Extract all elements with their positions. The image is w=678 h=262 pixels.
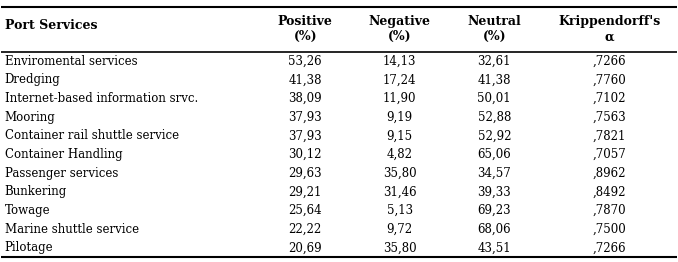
Text: ,7102: ,7102 xyxy=(593,92,626,105)
Text: 35,80: 35,80 xyxy=(383,241,416,254)
Text: ,7266: ,7266 xyxy=(593,241,626,254)
Text: 5,13: 5,13 xyxy=(386,204,413,217)
Text: ,7266: ,7266 xyxy=(593,55,626,68)
Text: 29,21: 29,21 xyxy=(289,185,322,198)
Text: 41,38: 41,38 xyxy=(477,73,511,86)
Text: 9,19: 9,19 xyxy=(386,111,413,124)
Text: Passenger services: Passenger services xyxy=(5,167,118,180)
Text: 20,69: 20,69 xyxy=(288,241,322,254)
Text: ,7500: ,7500 xyxy=(592,223,626,236)
Text: Enviromental services: Enviromental services xyxy=(5,55,138,68)
Text: 39,33: 39,33 xyxy=(477,185,511,198)
Text: Mooring: Mooring xyxy=(5,111,56,124)
Text: 43,51: 43,51 xyxy=(477,241,511,254)
Text: 22,22: 22,22 xyxy=(289,223,322,236)
Text: Internet-based information srvc.: Internet-based information srvc. xyxy=(5,92,198,105)
Text: ,7870: ,7870 xyxy=(593,204,626,217)
Text: Port Services: Port Services xyxy=(5,19,97,32)
Text: 52,88: 52,88 xyxy=(477,111,511,124)
Text: 30,12: 30,12 xyxy=(288,148,322,161)
Text: Bunkering: Bunkering xyxy=(5,185,67,198)
Text: Positive
(%): Positive (%) xyxy=(278,15,333,43)
Text: 25,64: 25,64 xyxy=(288,204,322,217)
Text: Container Handling: Container Handling xyxy=(5,148,123,161)
Text: ,7563: ,7563 xyxy=(592,111,626,124)
Text: Neutral
(%): Neutral (%) xyxy=(467,15,521,43)
Text: 9,72: 9,72 xyxy=(386,223,413,236)
Text: 38,09: 38,09 xyxy=(288,92,322,105)
Text: ,7057: ,7057 xyxy=(592,148,626,161)
Text: 32,61: 32,61 xyxy=(477,55,511,68)
Text: Container rail shuttle service: Container rail shuttle service xyxy=(5,129,179,143)
Text: 37,93: 37,93 xyxy=(288,129,322,143)
Text: 41,38: 41,38 xyxy=(288,73,322,86)
Text: ,7821: ,7821 xyxy=(593,129,626,143)
Text: 31,46: 31,46 xyxy=(383,185,416,198)
Text: Dredging: Dredging xyxy=(5,73,60,86)
Text: 4,82: 4,82 xyxy=(386,148,413,161)
Text: Marine shuttle service: Marine shuttle service xyxy=(5,223,139,236)
Text: 53,26: 53,26 xyxy=(288,55,322,68)
Text: 65,06: 65,06 xyxy=(477,148,511,161)
Text: Pilotage: Pilotage xyxy=(5,241,54,254)
Text: 50,01: 50,01 xyxy=(477,92,511,105)
Text: 69,23: 69,23 xyxy=(477,204,511,217)
Text: ,8492: ,8492 xyxy=(593,185,626,198)
Text: 9,15: 9,15 xyxy=(386,129,413,143)
Text: 37,93: 37,93 xyxy=(288,111,322,124)
Text: 17,24: 17,24 xyxy=(383,73,416,86)
Text: 29,63: 29,63 xyxy=(288,167,322,180)
Text: Krippendorff's
α: Krippendorff's α xyxy=(558,15,660,43)
Text: 52,92: 52,92 xyxy=(477,129,511,143)
Text: 14,13: 14,13 xyxy=(383,55,416,68)
Text: Towage: Towage xyxy=(5,204,50,217)
Text: 34,57: 34,57 xyxy=(477,167,511,180)
Text: ,8962: ,8962 xyxy=(593,167,626,180)
Text: 11,90: 11,90 xyxy=(383,92,416,105)
Text: 35,80: 35,80 xyxy=(383,167,416,180)
Text: ,7760: ,7760 xyxy=(592,73,626,86)
Text: 68,06: 68,06 xyxy=(477,223,511,236)
Text: Negative
(%): Negative (%) xyxy=(369,15,431,43)
